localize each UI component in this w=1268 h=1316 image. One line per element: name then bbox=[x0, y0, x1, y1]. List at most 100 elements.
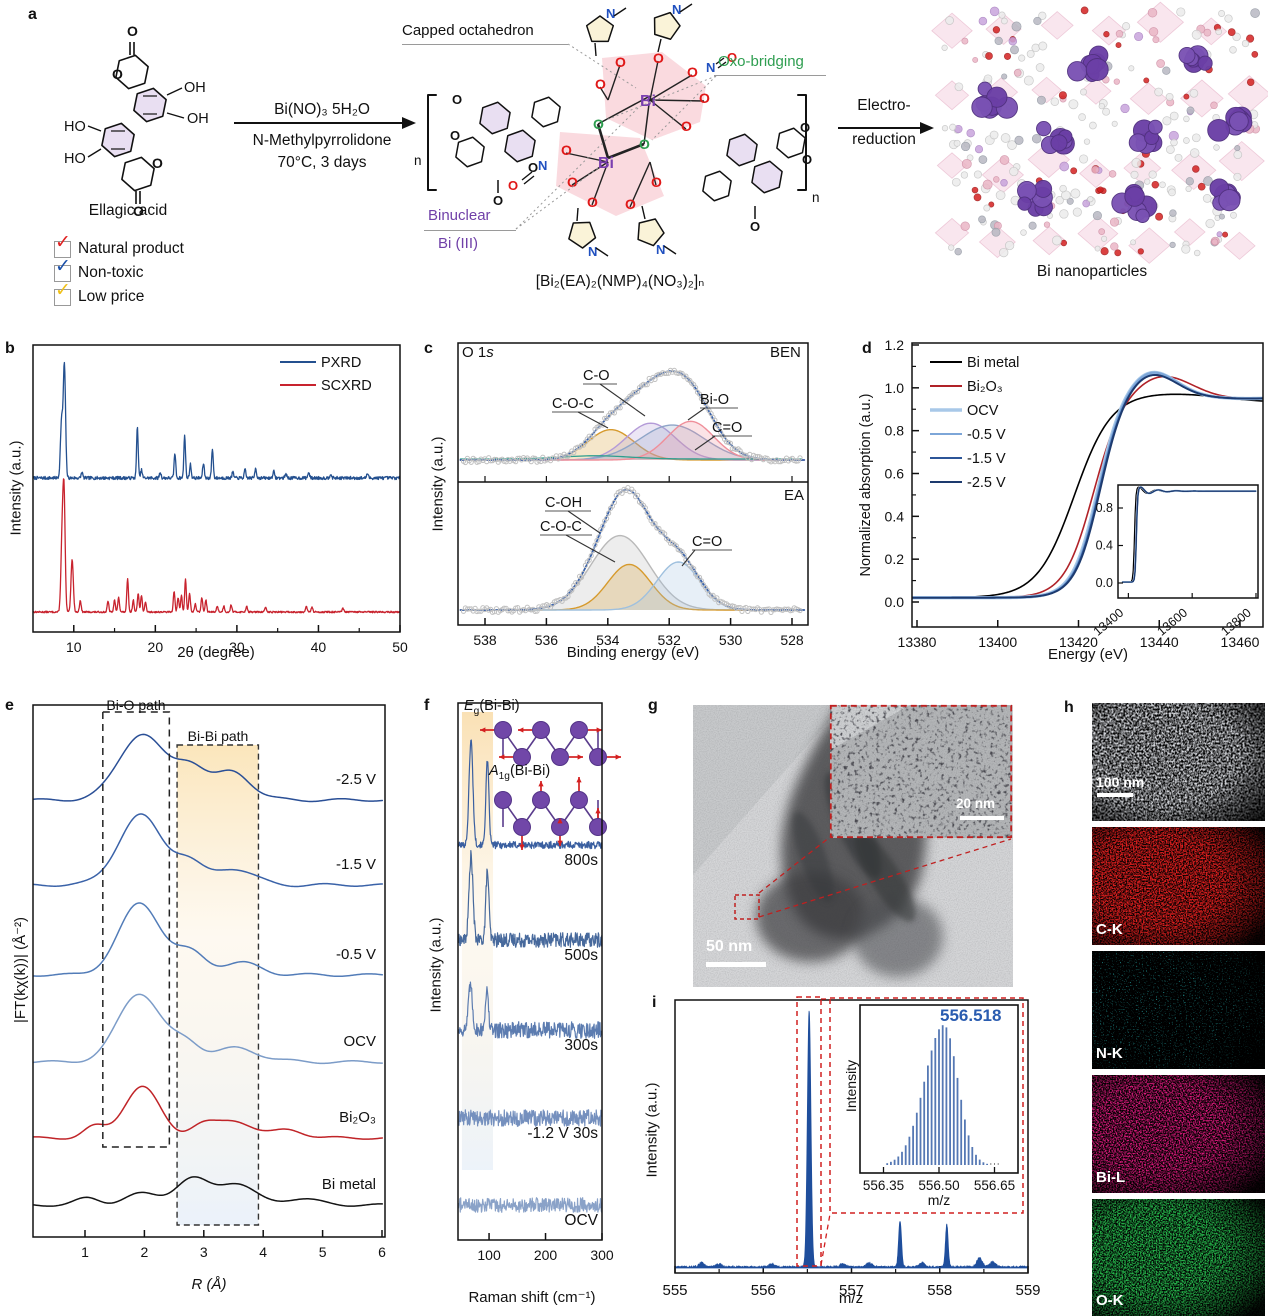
xps-region-label: O 1s bbox=[462, 344, 494, 361]
line bbox=[649, 99, 705, 102]
donor-oxygen: O bbox=[587, 194, 598, 210]
axis-frame bbox=[674, 999, 1029, 1274]
octahedron bbox=[1123, 151, 1162, 185]
xanes-inset-curve bbox=[1122, 486, 1257, 583]
line bbox=[629, 161, 651, 208]
bi-nanoparticle bbox=[1207, 118, 1230, 142]
ms-isotope-bar bbox=[912, 1125, 914, 1165]
panel-label-a: a bbox=[28, 6, 37, 23]
octahedron bbox=[1031, 76, 1062, 104]
bi-atom bbox=[551, 748, 569, 766]
atom bbox=[1205, 218, 1215, 229]
bi-atom bbox=[570, 791, 588, 809]
ms-isotope-bar bbox=[956, 1077, 959, 1165]
xps-datapoint bbox=[712, 417, 718, 423]
raman-mode-a1g: A1g(Bi-Bi) bbox=[489, 763, 550, 782]
xps-datapoint bbox=[468, 459, 474, 465]
xps-datapoint bbox=[704, 587, 710, 593]
bi-nanoparticle bbox=[1147, 119, 1163, 135]
atom bbox=[1189, 148, 1200, 158]
atom bbox=[1028, 221, 1037, 230]
raman-plot: 100 200 300 800s 500s 300s -1.2 V 30s OCV bbox=[457, 702, 621, 1263]
ms-isotope-bar bbox=[893, 1159, 896, 1165]
atom bbox=[1251, 51, 1259, 58]
x-tick-label: 20 bbox=[148, 639, 164, 655]
bi-nanoparticle bbox=[1135, 208, 1150, 223]
atom bbox=[1192, 165, 1200, 173]
atom bbox=[1068, 99, 1079, 110]
bi-nanoparticle-crystal bbox=[931, 1, 1268, 264]
exafs-curve-label: -1.5 V bbox=[336, 856, 376, 873]
atom bbox=[1222, 231, 1229, 238]
underline bbox=[402, 44, 568, 45]
x-tick-label: 40 bbox=[311, 639, 327, 655]
octahedron bbox=[1136, 1, 1185, 43]
atom bbox=[1043, 221, 1051, 228]
panel-label-f: f bbox=[424, 697, 430, 714]
atom bbox=[989, 6, 1000, 17]
atom bbox=[1094, 245, 1101, 252]
bi-atom bbox=[589, 748, 607, 766]
exafs-curve bbox=[33, 902, 384, 978]
xps-datapoint bbox=[606, 510, 612, 516]
axis-frame bbox=[32, 344, 401, 633]
raman-trace-label: 300s bbox=[564, 1037, 598, 1054]
x-tick-label: 4 bbox=[259, 1244, 267, 1260]
xps-peak-label: C=O bbox=[692, 534, 722, 550]
y-tick-label: 0.4 bbox=[885, 508, 905, 524]
checklist-label: Low price bbox=[78, 288, 145, 305]
atom bbox=[1059, 161, 1070, 172]
line bbox=[565, 152, 609, 163]
eds-map-Bi-L bbox=[1092, 1075, 1265, 1193]
ms-callout-region bbox=[829, 997, 1024, 1214]
xps-datapoint bbox=[604, 515, 610, 522]
xanes-curve bbox=[912, 373, 1263, 599]
annotation-binuclear: Binuclear bbox=[428, 207, 491, 224]
atom bbox=[1111, 120, 1118, 127]
xanes-plot: 13380 13400 13420 13440 134600.00.20.40.60.8… bbox=[885, 337, 1264, 650]
octahedron bbox=[1218, 140, 1265, 182]
xps-tag-ben: BEN bbox=[770, 344, 801, 361]
x-tick-label: 3 bbox=[200, 1244, 208, 1260]
atom bbox=[991, 227, 1001, 237]
atom bbox=[1087, 196, 1094, 203]
ring-oxygen: O bbox=[152, 155, 163, 171]
atom bbox=[1191, 29, 1202, 40]
bracket-left bbox=[427, 94, 437, 191]
x-tick-label: 558 bbox=[927, 1282, 952, 1299]
xps-datapoint bbox=[590, 432, 596, 438]
ms-isotope-bar bbox=[908, 1136, 911, 1165]
underline bbox=[424, 230, 516, 231]
octahedron bbox=[1173, 218, 1206, 246]
atom bbox=[1156, 59, 1165, 68]
atom bbox=[954, 82, 964, 92]
benzene-ring bbox=[133, 87, 167, 123]
atom bbox=[1058, 91, 1067, 100]
plot-text: O bbox=[450, 128, 460, 143]
atom bbox=[1000, 133, 1011, 143]
atom bbox=[1083, 138, 1091, 145]
callout-line bbox=[758, 836, 831, 894]
mode-arrow-icon bbox=[577, 754, 583, 760]
line bbox=[649, 161, 657, 186]
atom bbox=[1128, 65, 1135, 72]
y-tick-label: 1.2 bbox=[885, 337, 905, 353]
bi-atom bbox=[589, 818, 607, 836]
atom bbox=[1038, 11, 1047, 20]
mode-arrow-icon bbox=[499, 754, 505, 760]
atom bbox=[1100, 247, 1109, 256]
atom bbox=[973, 170, 982, 179]
atom bbox=[949, 123, 957, 131]
xanes-ylabel: Normalized absorption (a.u.) bbox=[858, 393, 874, 577]
ms-inset-ylabel: Intensity bbox=[843, 1059, 859, 1113]
x-tick-label: 2 bbox=[141, 1244, 149, 1260]
octahedron bbox=[1080, 77, 1112, 105]
mode-pre: E bbox=[464, 698, 474, 714]
xps-datapoint bbox=[617, 405, 623, 411]
xps-datapoint bbox=[600, 523, 606, 529]
atom bbox=[1098, 228, 1106, 235]
checkbox-icon: ✓ bbox=[54, 281, 71, 306]
y-tick-label: 0.0 bbox=[885, 594, 905, 610]
atom bbox=[1078, 113, 1086, 121]
